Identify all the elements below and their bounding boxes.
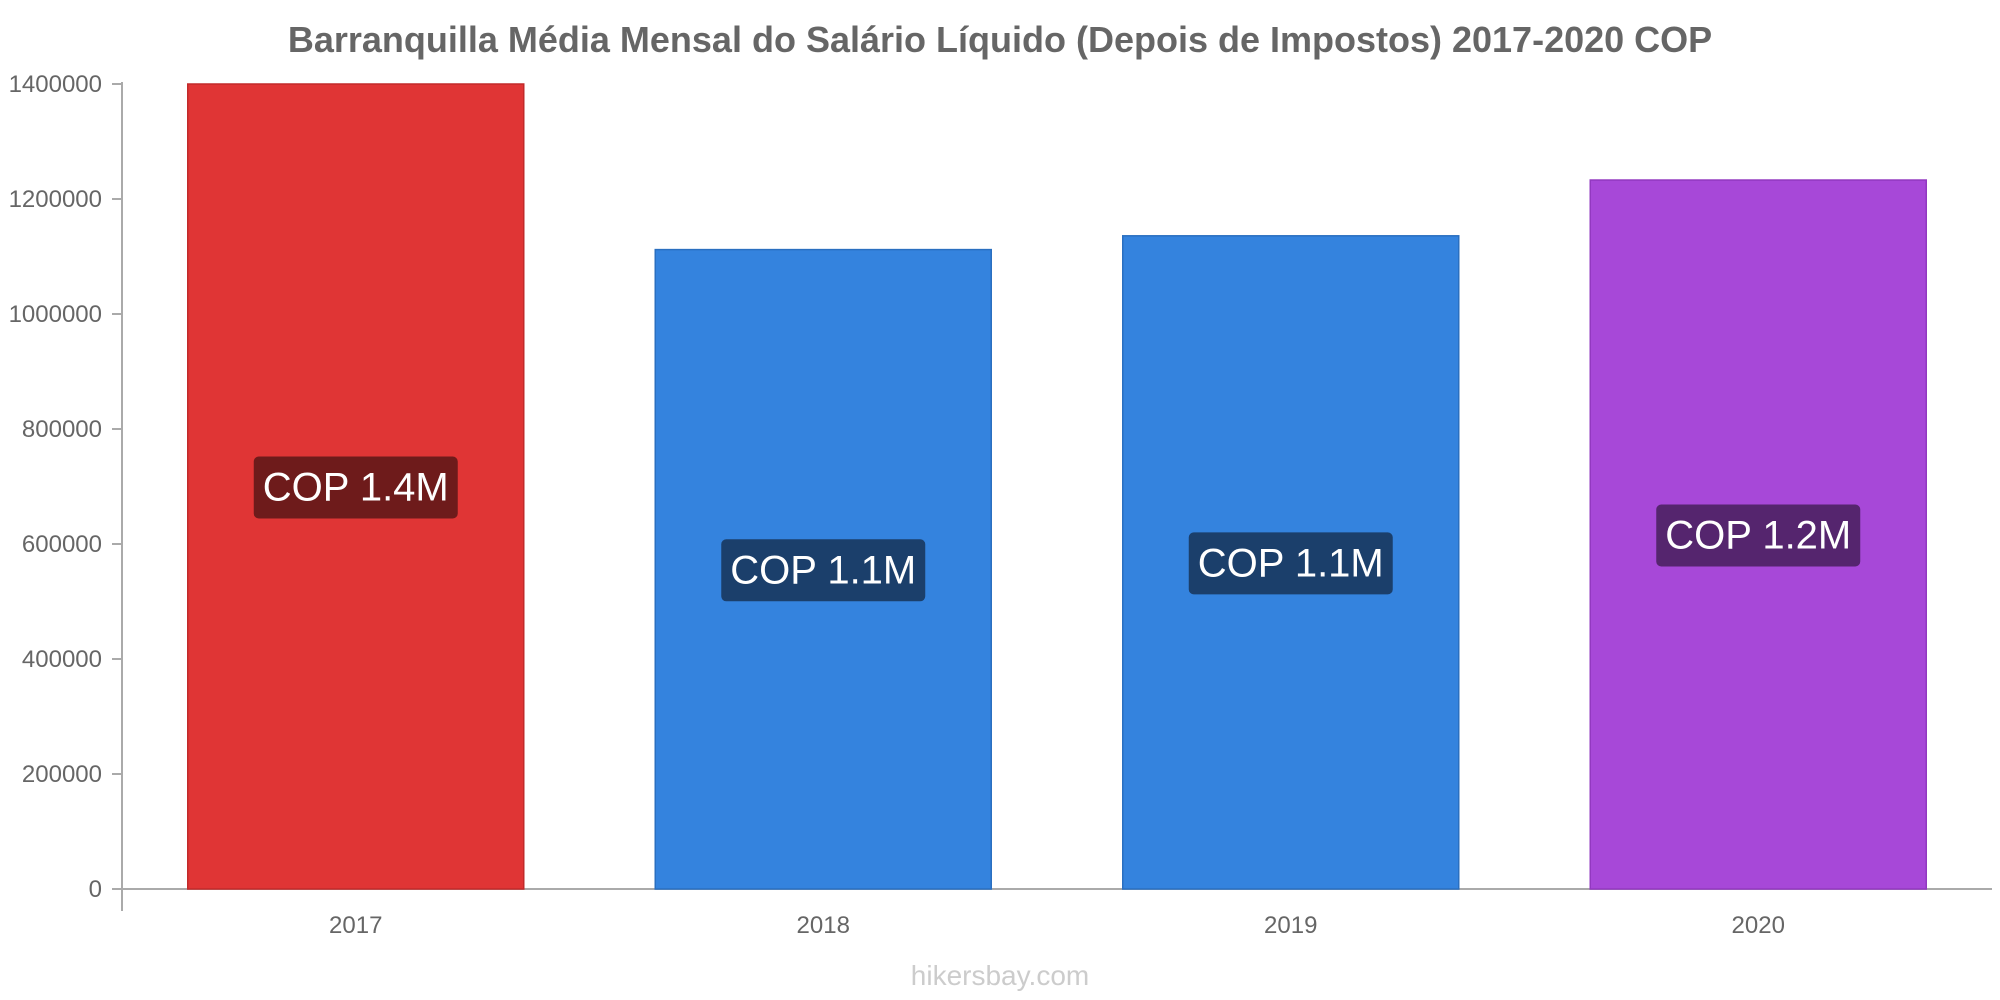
y-tick-label: 200000 (22, 761, 102, 788)
y-tick-label: 1000000 (9, 301, 102, 328)
data-label: COP 1.1M (1188, 532, 1393, 595)
axes: 0 200000 400000 600000 800000 1000000 1200000 1… (9, 71, 1992, 939)
data-label-background (1188, 532, 1393, 595)
data-label-text: COP 1.1M (730, 548, 916, 592)
data-label: COP 1.2M (1656, 504, 1861, 567)
data-label-background (253, 456, 458, 519)
data-label: COP 1.4M (253, 456, 458, 519)
data-labels: COP 1.4M COP 1.1M COP 1.1M COP 1.2M (253, 456, 1861, 602)
y-tick-label: 800000 (22, 416, 102, 443)
x-tick-label: 2017 (329, 912, 382, 939)
watermark: hikersbay.com (911, 960, 1089, 991)
data-label-background (721, 539, 926, 602)
y-tick-label: 600000 (22, 531, 102, 558)
x-tick-label: 2020 (1732, 912, 1785, 939)
x-tick-label: 2019 (1264, 912, 1317, 939)
data-label: COP 1.1M (721, 539, 926, 602)
x-tick-label: 2018 (797, 912, 850, 939)
y-tick-label: 1400000 (9, 71, 102, 98)
data-label-text: COP 1.2M (1665, 514, 1851, 558)
y-tick-label: 0 (89, 876, 102, 903)
y-tick-label: 400000 (22, 646, 102, 673)
data-label-text: COP 1.1M (1198, 541, 1384, 585)
data-label-text: COP 1.4M (263, 466, 449, 510)
chart-title: Barranquilla Média Mensal do Salário Líq… (288, 19, 1712, 60)
data-label-background (1656, 504, 1861, 567)
y-tick-label: 1200000 (9, 186, 102, 213)
